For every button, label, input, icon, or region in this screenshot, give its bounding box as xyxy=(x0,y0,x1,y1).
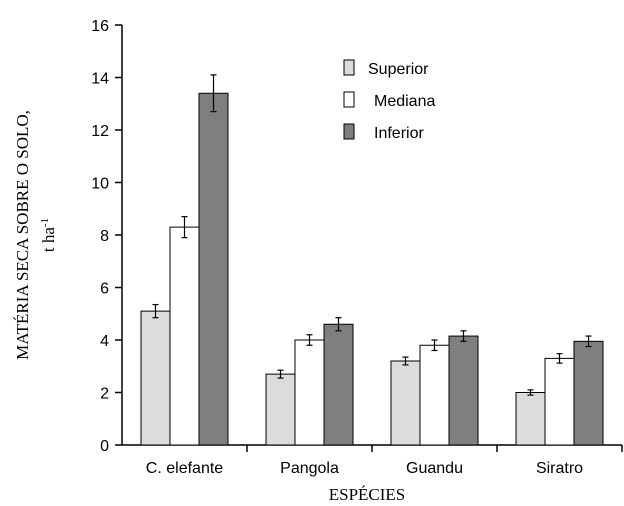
y-axis-title-line1: MATÉRIA SECA SOBRE O SOLO, xyxy=(13,110,32,360)
bar xyxy=(323,323,354,446)
bar xyxy=(448,335,479,446)
bars xyxy=(140,74,604,446)
axes: 0 2 4 6 8 10 12 14 16 C. elefante Pangola Guandu Sir… xyxy=(91,18,623,477)
legend-label: Inferior xyxy=(374,125,424,142)
legend: Superior Mediana Inferior xyxy=(343,59,435,142)
y-tick-label: 0 xyxy=(100,438,109,455)
bar xyxy=(573,340,604,446)
legend-label: Mediana xyxy=(374,93,435,110)
x-tick-label: Pangola xyxy=(280,460,339,477)
x-tick-label: Siratro xyxy=(536,460,583,477)
y-tick-label: 2 xyxy=(100,386,109,403)
legend-swatch xyxy=(343,91,355,108)
bar xyxy=(294,339,325,446)
bar xyxy=(198,92,229,446)
y-tick-label: 4 xyxy=(100,333,109,350)
y-tick-label: 6 xyxy=(100,281,109,298)
legend-swatch xyxy=(343,123,355,140)
y-tick-label: 14 xyxy=(91,71,109,88)
legend-swatch xyxy=(343,59,355,76)
y-tick-label: 12 xyxy=(91,123,109,140)
bar xyxy=(390,360,421,446)
y-tick-label: 10 xyxy=(91,176,109,193)
bar xyxy=(140,310,171,446)
y-tick-label: 16 xyxy=(91,18,109,35)
x-tick-label: C. elefante xyxy=(146,460,223,477)
legend-label: Superior xyxy=(368,61,429,78)
x-tick-label: Guandu xyxy=(406,460,463,477)
y-tick-label: 8 xyxy=(100,228,109,245)
bar xyxy=(419,344,450,446)
y-axis-title: MATÉRIA SECA SOBRE O SOLO, t ha-1 xyxy=(13,110,58,360)
x-axis-title: ESPÉCIES xyxy=(329,485,406,504)
bar xyxy=(169,226,200,446)
bar xyxy=(544,357,575,446)
bar xyxy=(265,373,296,446)
bar xyxy=(515,392,546,446)
y-axis-title-line2: t ha-1 xyxy=(39,218,58,252)
